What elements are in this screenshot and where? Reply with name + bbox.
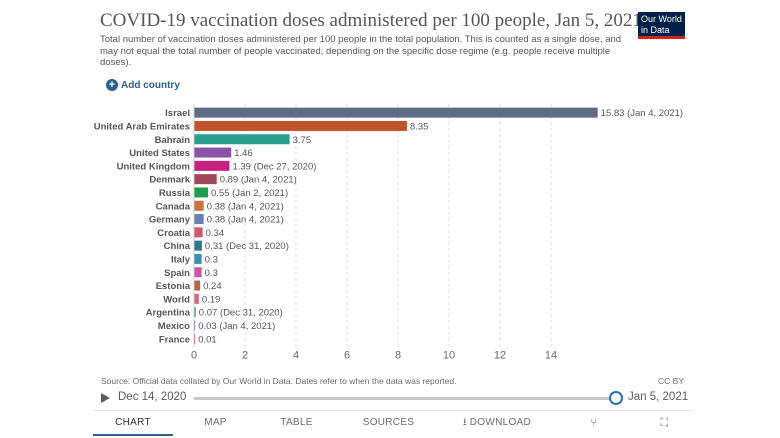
category-label-united-kingdom: United Kingdom: [117, 161, 190, 172]
category-label-world: World: [163, 294, 190, 305]
add-country-label: Add country: [121, 79, 180, 91]
bar-russia: [194, 187, 209, 198]
value-label-united-arab-emirates: 8.35: [410, 121, 429, 132]
share-button[interactable]: ⑂: [552, 411, 636, 436]
value-label-israel: 15.83 (Jan 4, 2021): [601, 108, 683, 119]
bar-canada: [194, 200, 204, 211]
bar-croatia: [194, 227, 203, 238]
tab-download[interactable]: ⭳ DOWNLOAD: [442, 411, 552, 436]
x-tick-label-8: 8: [395, 349, 401, 361]
category-label-denmark: Denmark: [149, 175, 190, 186]
chart-subtitle: Total number of vaccination doses admini…: [100, 34, 622, 68]
license-link[interactable]: CC BY: [658, 376, 684, 386]
timeline-track[interactable]: [194, 397, 614, 400]
category-label-france: France: [159, 334, 190, 345]
bar-france: [194, 333, 196, 344]
tab-download-label: DOWNLOAD: [469, 417, 532, 428]
bar-italy: [194, 253, 202, 264]
value-label-united-kingdom: 1.39 (Dec 27, 2020): [232, 161, 316, 172]
value-label-mexico: 0.03 (Jan 4, 2021): [198, 321, 275, 332]
bar-bahrain: [194, 134, 290, 145]
category-label-estonia: Estonia: [156, 281, 191, 292]
x-tick-label-0: 0: [191, 349, 197, 361]
chart-title: COVID-19 vaccination doses administered …: [100, 10, 642, 31]
bar-layer: 15.83 (Jan 4, 2021) 8.35 3.75 1.46 1.39 (Dec…: [194, 107, 683, 345]
bar-united-arab-emirates: [194, 120, 407, 131]
source-note: Source: Official data collated by Our Wo…: [101, 376, 457, 386]
bar-united-kingdom: [194, 160, 230, 171]
x-tick-label-2: 2: [242, 349, 248, 361]
expand-icon: ⛶: [660, 417, 669, 429]
value-label-united-states: 1.46: [234, 148, 253, 159]
value-label-world: 0.19: [202, 294, 221, 305]
logo-line-1: Our World: [641, 14, 682, 24]
axis-layer: 0 2 4 6 8 10 12 14 Israel United Arab Emirates Bah…: [94, 104, 557, 361]
category-label-canada: Canada: [156, 201, 191, 212]
category-label-germany: Germany: [149, 215, 191, 226]
grid-layer: [244, 104, 552, 348]
bar-estonia: [194, 280, 201, 291]
category-label-russia: Russia: [159, 188, 191, 199]
value-label-france: 0.01: [198, 334, 217, 345]
category-label-croatia: Croatia: [157, 228, 190, 239]
share-icon: ⑂: [590, 417, 598, 429]
x-tick-label-14: 14: [545, 349, 557, 361]
bar-denmark: [194, 174, 217, 185]
bar-spain: [194, 267, 202, 278]
bar-mexico: [194, 320, 196, 331]
timeline-start-date: Dec 14, 2020: [118, 391, 187, 403]
play-icon[interactable]: [101, 393, 110, 403]
value-label-croatia: 0.34: [206, 228, 225, 239]
plus-icon: +: [106, 79, 118, 91]
value-label-spain: 0.3: [205, 268, 218, 279]
value-label-estonia: 0.24: [203, 281, 222, 292]
download-icon: ⭳: [462, 417, 467, 428]
category-label-spain: Spain: [164, 268, 190, 279]
tab-chart[interactable]: CHART: [93, 411, 173, 436]
value-label-argentina: 0.07 (Dec 31, 2020): [199, 308, 283, 319]
category-label-china: China: [164, 241, 191, 252]
category-label-argentina: Argentina: [146, 308, 191, 319]
owid-logo[interactable]: Our World in Data: [638, 12, 685, 39]
category-label-italy: Italy: [171, 254, 191, 265]
tab-map[interactable]: MAP: [204, 417, 227, 428]
category-label-israel: Israel: [165, 108, 190, 119]
bar-germany: [194, 214, 204, 225]
category-label-mexico: Mexico: [158, 321, 190, 332]
bar-united-states: [194, 147, 232, 158]
x-tick-label-4: 4: [293, 349, 299, 361]
value-label-denmark: 0.89 (Jan 4, 2021): [220, 175, 297, 186]
bar-argentina: [194, 307, 196, 318]
value-label-canada: 0.38 (Jan 4, 2021): [207, 201, 284, 212]
value-label-china: 0.31 (Dec 31, 2020): [205, 241, 289, 252]
x-tick-label-10: 10: [443, 349, 455, 361]
tab-table[interactable]: TABLE: [280, 417, 313, 428]
bar-chart: 15.83 (Jan 4, 2021) 8.35 3.75 1.46 1.39 (Dec…: [94, 104, 683, 361]
timeline-end-date: Jan 5, 2021: [628, 391, 689, 403]
bar-china: [194, 240, 202, 251]
fullscreen-button[interactable]: ⛶: [636, 411, 693, 436]
value-label-bahrain: 3.75: [293, 135, 312, 146]
tab-bar: CHART MAP TABLE SOURCES ⭳ DOWNLOAD ⑂ ⛶: [93, 410, 693, 436]
category-label-united-arab-emirates: United Arab Emirates: [94, 121, 190, 132]
logo-line-2: in Data: [641, 25, 670, 35]
x-tick-label-6: 6: [344, 349, 350, 361]
value-label-germany: 0.38 (Jan 4, 2021): [207, 215, 284, 226]
value-label-italy: 0.3: [205, 254, 218, 265]
category-label-united-states: United States: [129, 148, 190, 159]
add-country-button[interactable]: + Add country: [106, 79, 180, 91]
tab-sources[interactable]: SOURCES: [362, 417, 415, 428]
bar-world: [194, 293, 199, 304]
timeline-handle[interactable]: [609, 391, 623, 405]
timeline-track-fill: [194, 397, 614, 400]
timeline: Dec 14, 2020 Jan 5, 2021: [0, 388, 780, 408]
bar-israel: [194, 107, 598, 118]
value-label-russia: 0.55 (Jan 2, 2021): [211, 188, 288, 199]
category-label-bahrain: Bahrain: [155, 135, 191, 146]
x-tick-label-12: 12: [494, 349, 506, 361]
